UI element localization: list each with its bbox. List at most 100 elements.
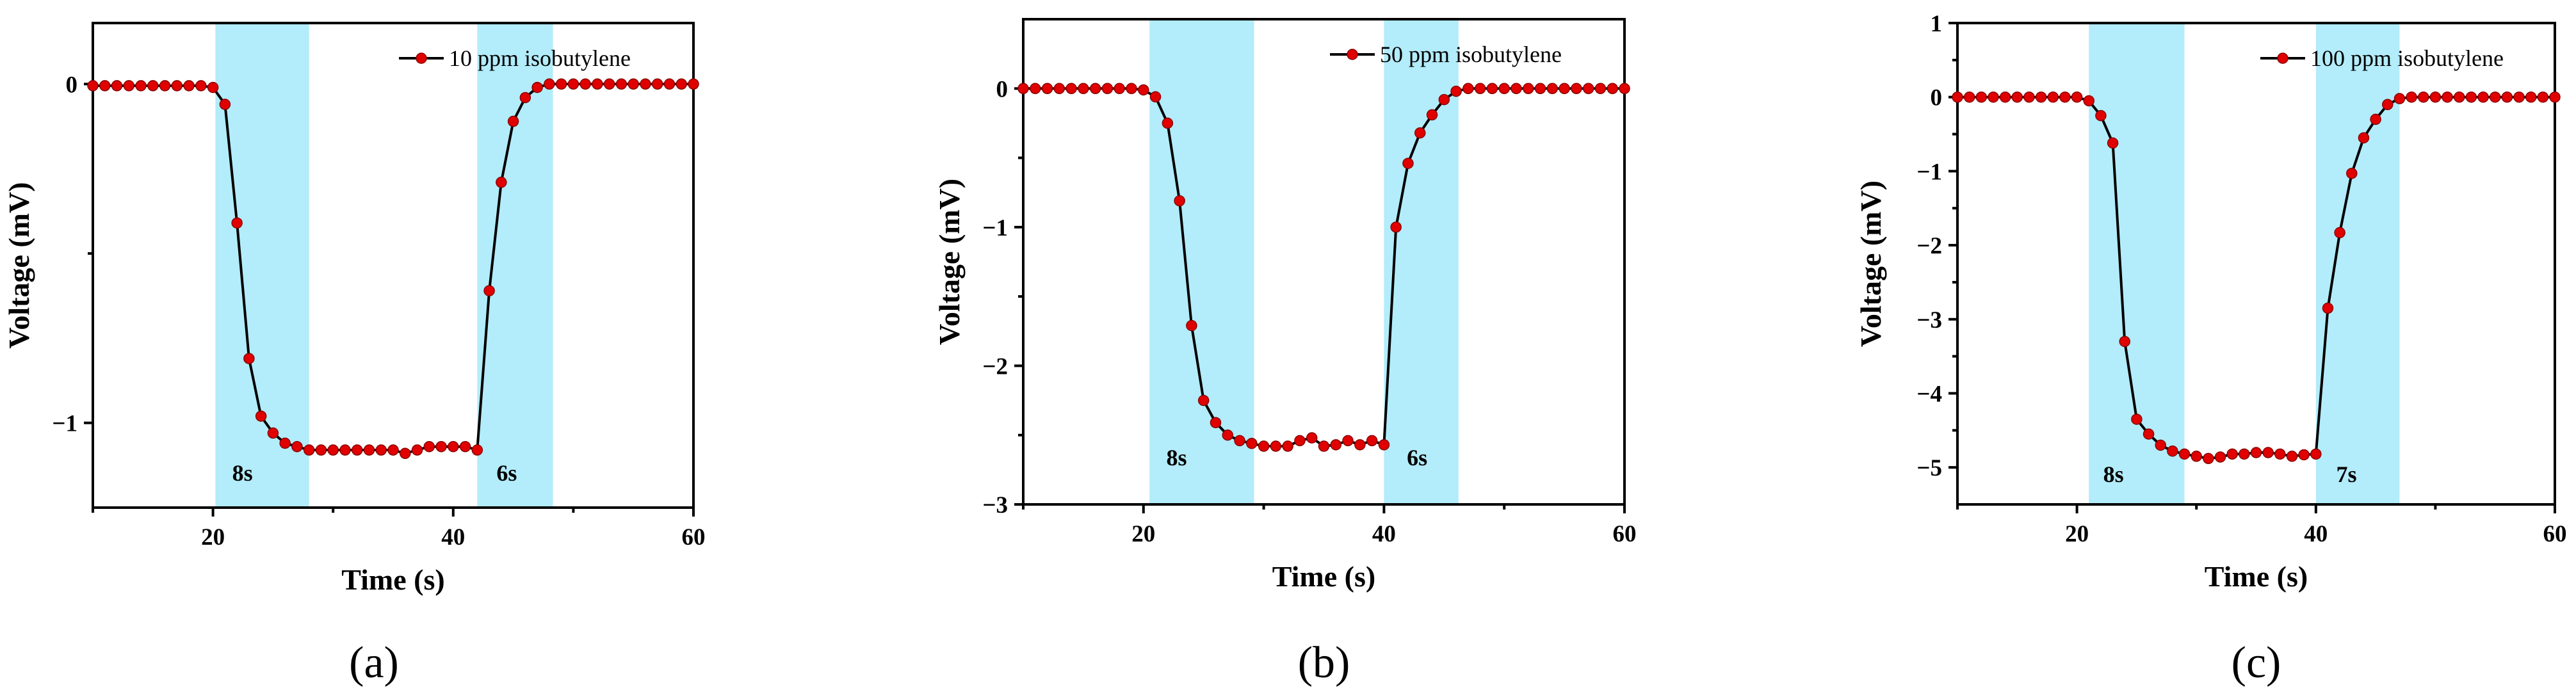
- data-point: [2346, 168, 2358, 179]
- legend-marker: [416, 52, 427, 64]
- data-point: [2011, 91, 2023, 103]
- data-point: [2023, 91, 2035, 103]
- data-point: [688, 78, 699, 90]
- data-point: [1450, 85, 1462, 97]
- data-point: [2382, 99, 2394, 111]
- data-point: [1017, 83, 1029, 95]
- data-point: [2513, 91, 2525, 103]
- data-point: [243, 353, 255, 364]
- y-tick-label: −4: [1916, 381, 1942, 407]
- data-point: [1053, 83, 1065, 95]
- plot-frame: [1956, 22, 2556, 506]
- data-point: [1234, 435, 1245, 447]
- y-tick-label: −3: [982, 492, 1008, 518]
- data-point: [519, 92, 531, 104]
- data-point: [1462, 83, 1474, 95]
- data-point: [2537, 91, 2549, 103]
- data-point: [1318, 440, 1330, 452]
- data-point: [1619, 83, 1630, 95]
- data-point: [2525, 91, 2537, 103]
- data-point: [1174, 195, 1185, 207]
- data-point: [339, 444, 351, 456]
- chart-c: 20 40 60 1 0 −1 −2 −3 −4 −5 Time (s) Voltage (mV) 8s…: [1854, 11, 2567, 687]
- data-point: [628, 78, 639, 90]
- data-point: [2417, 91, 2429, 103]
- data-point: [459, 440, 471, 453]
- data-point: [123, 80, 135, 92]
- x-axis-title: Time (s): [2205, 560, 2308, 593]
- x-tick-label: 60: [1613, 521, 1637, 547]
- data-point: [483, 285, 495, 296]
- data-point: [1222, 429, 1234, 441]
- data-point: [1354, 439, 1366, 451]
- data-point: [1306, 432, 1318, 444]
- data-point: [195, 80, 207, 92]
- shaded-region-1: [2089, 23, 2185, 504]
- data-point: [471, 444, 483, 456]
- data-point: [327, 444, 339, 456]
- data-point: [1270, 440, 1282, 452]
- data-point: [2298, 449, 2310, 461]
- data-point: [411, 444, 423, 456]
- data-point: [555, 78, 567, 90]
- data-point: [1342, 435, 1354, 447]
- panel-label-a: (a): [349, 638, 399, 687]
- annotation-label: 8s: [1166, 445, 1187, 470]
- data-point: [2442, 91, 2453, 103]
- data-point: [1282, 440, 1293, 452]
- y-tick-label: 0: [1931, 85, 1943, 111]
- data-point: [2059, 91, 2071, 103]
- data-point: [2239, 448, 2250, 460]
- data-point: [375, 444, 387, 456]
- data-point: [315, 444, 327, 456]
- data-point: [567, 78, 579, 90]
- data-point: [400, 447, 411, 460]
- data-point: [1534, 83, 1546, 95]
- data-point: [2406, 91, 2417, 103]
- data-point: [1089, 83, 1101, 95]
- data-point: [1523, 83, 1534, 95]
- data-point: [2071, 91, 2083, 103]
- data-point: [2274, 448, 2286, 460]
- data-point: [87, 80, 99, 92]
- data-point: [2214, 451, 2226, 463]
- data-point: [183, 80, 195, 92]
- data-point: [640, 78, 651, 90]
- data-point: [1078, 83, 1089, 95]
- x-tick-label: 20: [201, 524, 225, 550]
- panel-label-c: (c): [2232, 638, 2281, 687]
- y-tick-label: −2: [982, 353, 1008, 380]
- data-point: [2095, 109, 2107, 122]
- data-point: [1474, 83, 1486, 95]
- data-point: [1498, 83, 1510, 95]
- y-tick-label: −3: [1916, 307, 1942, 333]
- annotation-label: 8s: [232, 460, 253, 486]
- data-point: [2107, 137, 2119, 149]
- data-point: [351, 444, 363, 456]
- series-line: [93, 83, 693, 455]
- data-point: [2322, 302, 2334, 314]
- y-tick-label: 0: [66, 72, 78, 98]
- data-point: [2167, 445, 2178, 457]
- data-point: [663, 78, 676, 90]
- data-point: [1030, 83, 1041, 95]
- legend-label: 50 ppm isobutylene: [1380, 42, 1562, 67]
- data-point: [1511, 83, 1522, 95]
- data-point: [2083, 95, 2095, 107]
- data-point: [1246, 437, 1258, 449]
- plot-frame: [92, 22, 695, 509]
- plot-frame: [1022, 18, 1626, 506]
- y-axis-title: Voltage (mV): [1854, 181, 1887, 347]
- data-point: [1197, 394, 1210, 406]
- legend-label: 100 ppm isobutylene: [2310, 45, 2504, 71]
- chart-b: 20 40 60 0 −1 −2 −3 Time (s) Voltage (mV) 8s 6s 50 …: [933, 18, 1637, 687]
- data-point: [2465, 91, 2477, 103]
- chart-panel-a: 20 40 60 0 −1 Time (s) Voltage (mV) 8s 6s 10 ppm …: [0, 0, 859, 699]
- data-point: [1963, 91, 1975, 103]
- series-line: [1023, 87, 1624, 447]
- data-point: [1258, 440, 1270, 452]
- data-point: [592, 78, 603, 90]
- y-tick-label: 1: [1931, 11, 1943, 37]
- data-point: [651, 78, 663, 90]
- data-point: [1594, 83, 1607, 95]
